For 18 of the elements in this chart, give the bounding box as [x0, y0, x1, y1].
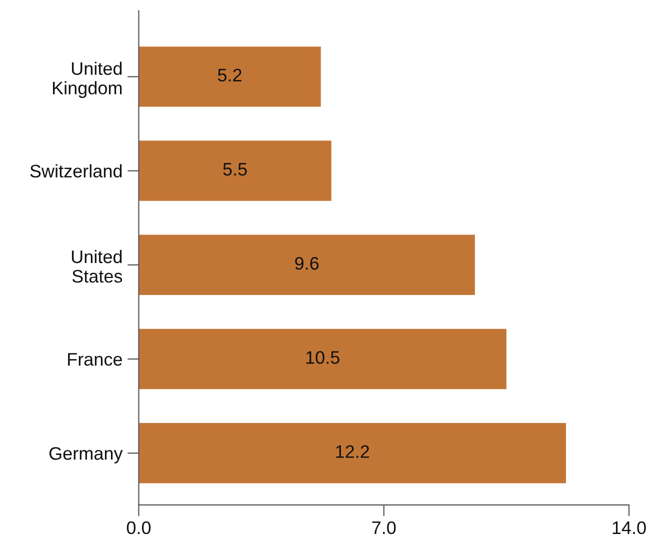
- bar: [138, 46, 321, 107]
- x-tick-label: 7.0: [372, 521, 396, 534]
- x-tick-label: 14.0: [612, 521, 646, 534]
- data-label: 5.2: [218, 68, 242, 82]
- data-label: 9.6: [295, 256, 319, 270]
- data-label: 10.5: [306, 351, 340, 364]
- y-tick-label: Germany: [49, 447, 123, 464]
- data-label: 12.2: [336, 445, 370, 458]
- data-label: 5.5: [223, 163, 247, 176]
- y-tick-label: France: [68, 353, 122, 366]
- bar: [138, 140, 332, 201]
- y-tick-label: Switzerland: [30, 164, 122, 178]
- y-tick-label: United States: [72, 250, 122, 283]
- y-tick-label: United Kingdom: [52, 62, 122, 98]
- bar: [138, 423, 566, 484]
- x-tick-label: 0.0: [126, 521, 151, 534]
- bar: [138, 328, 506, 390]
- bar: [138, 234, 475, 296]
